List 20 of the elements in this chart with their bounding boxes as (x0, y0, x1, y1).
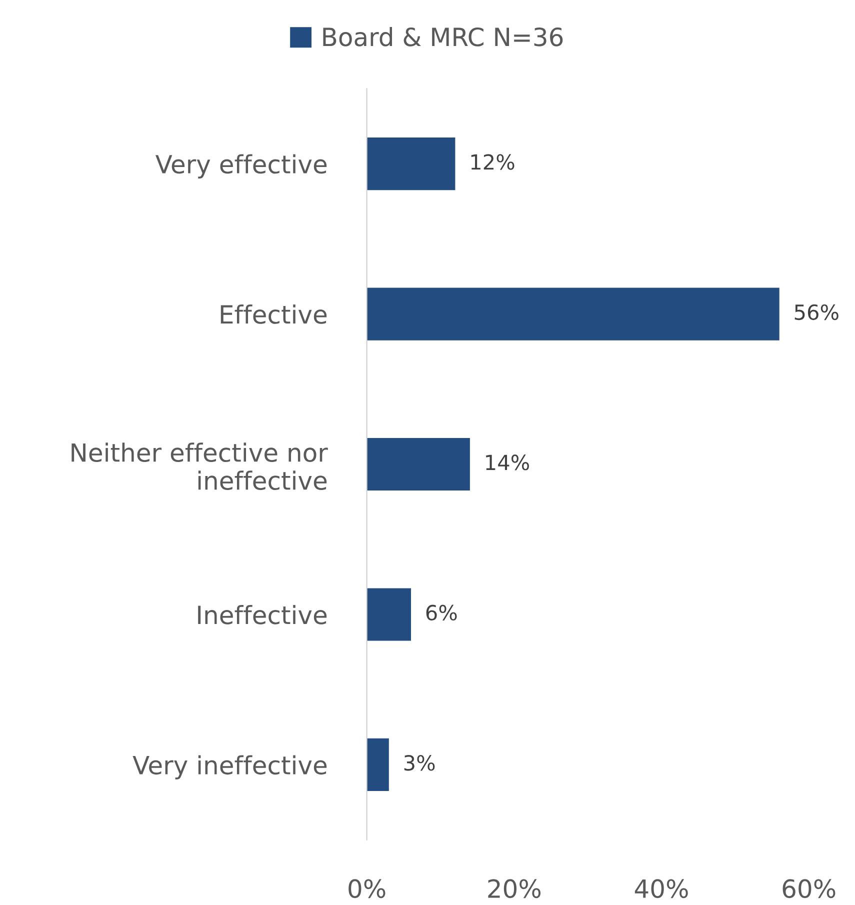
legend-label: Board & MRC N=36 (323, 27, 563, 46)
y-tick-label: Very ineffective (132, 755, 327, 780)
bar (366, 138, 456, 190)
x-tick-label: 40% (634, 879, 688, 898)
y-tick-label: Ineffective (198, 604, 327, 624)
bar (366, 588, 411, 641)
data-label: 12% (471, 154, 514, 170)
data-label: 3% (404, 755, 435, 771)
data-label: 6% (426, 604, 457, 621)
bar (366, 438, 470, 491)
x-tick-label: 0% (348, 879, 386, 898)
bar (366, 738, 389, 792)
x-tick-label: 60% (782, 879, 836, 898)
y-tick-label: Very effective (155, 154, 327, 178)
x-tick-label: 20% (488, 879, 541, 898)
y-tick-label: Neither effective nor ineffective (72, 442, 328, 490)
y-tick-label: Effective (220, 304, 327, 324)
data-label: 14% (486, 454, 529, 470)
data-label: 56% (794, 304, 838, 320)
bar (366, 288, 780, 340)
